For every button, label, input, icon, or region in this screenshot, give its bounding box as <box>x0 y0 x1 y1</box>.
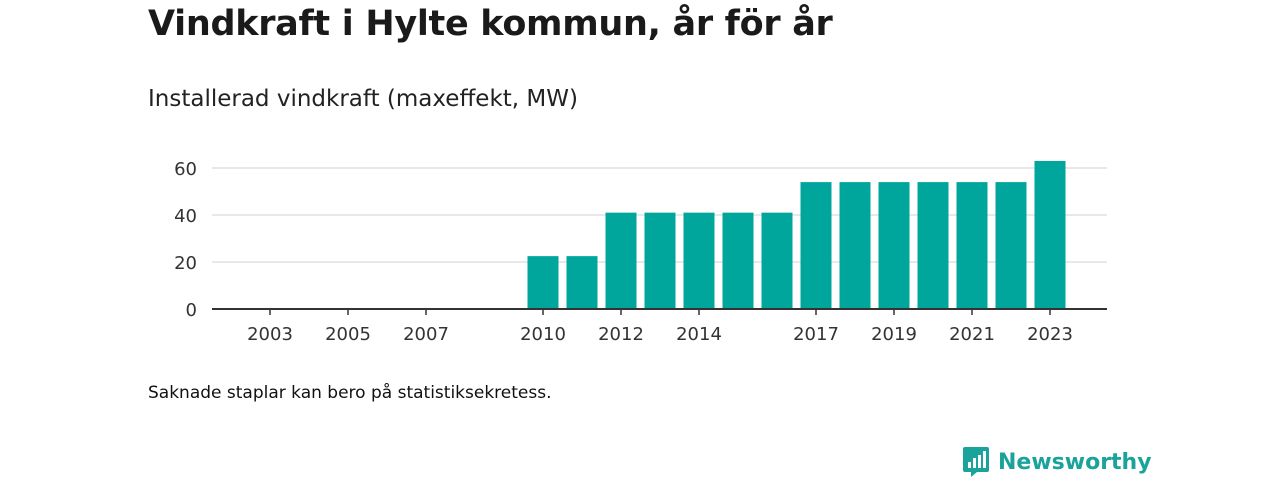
x-tick-label: 2014 <box>676 324 722 345</box>
x-tick-label: 2005 <box>325 324 371 345</box>
bar <box>722 212 754 309</box>
y-axis-labels: 0 20 40 60 <box>174 159 197 321</box>
bar <box>800 182 832 309</box>
chart-subtitle: Installerad vindkraft (maxeffekt, MW) <box>148 86 578 112</box>
x-tick-label: 2021 <box>949 324 995 345</box>
bar <box>839 182 871 309</box>
bar <box>683 212 715 309</box>
brand-logo[interactable]: Newsworthy <box>962 446 1152 478</box>
newsworthy-logo-icon <box>963 447 989 477</box>
y-tick-label: 40 <box>174 206 197 227</box>
x-tick-label: 2010 <box>520 324 566 345</box>
bar <box>644 212 676 309</box>
x-tick-label: 2007 <box>403 324 449 345</box>
footnote: Saknade staplar kan bero på statistiksek… <box>148 383 552 403</box>
bars <box>527 160 1066 309</box>
chart-title: Vindkraft i Hylte kommun, år för år <box>148 4 833 44</box>
y-tick-label: 0 <box>186 300 197 321</box>
x-tick-label: 2017 <box>793 324 839 345</box>
bar <box>956 182 988 309</box>
x-tick-label: 2023 <box>1027 324 1073 345</box>
bar <box>761 212 793 309</box>
bar <box>566 256 598 309</box>
x-tick-label: 2003 <box>247 324 293 345</box>
bar-chart: 0 20 40 60 2003 2005 2007 2010 2012 2014 2017 2019… <box>174 159 1107 345</box>
brand-name: Newsworthy <box>998 449 1152 475</box>
x-tick-label: 2019 <box>871 324 917 345</box>
bar <box>1034 160 1066 309</box>
bar <box>917 182 949 309</box>
bar <box>995 182 1027 309</box>
y-tick-label: 20 <box>174 253 197 274</box>
bar <box>878 182 910 309</box>
y-tick-label: 60 <box>174 159 197 180</box>
bar <box>605 212 637 309</box>
bar <box>527 256 559 309</box>
x-axis-labels: 2003 2005 2007 2010 2012 2014 2017 2019 2021 2023 <box>247 324 1073 345</box>
x-tick-label: 2012 <box>598 324 644 345</box>
x-axis <box>212 308 1107 315</box>
